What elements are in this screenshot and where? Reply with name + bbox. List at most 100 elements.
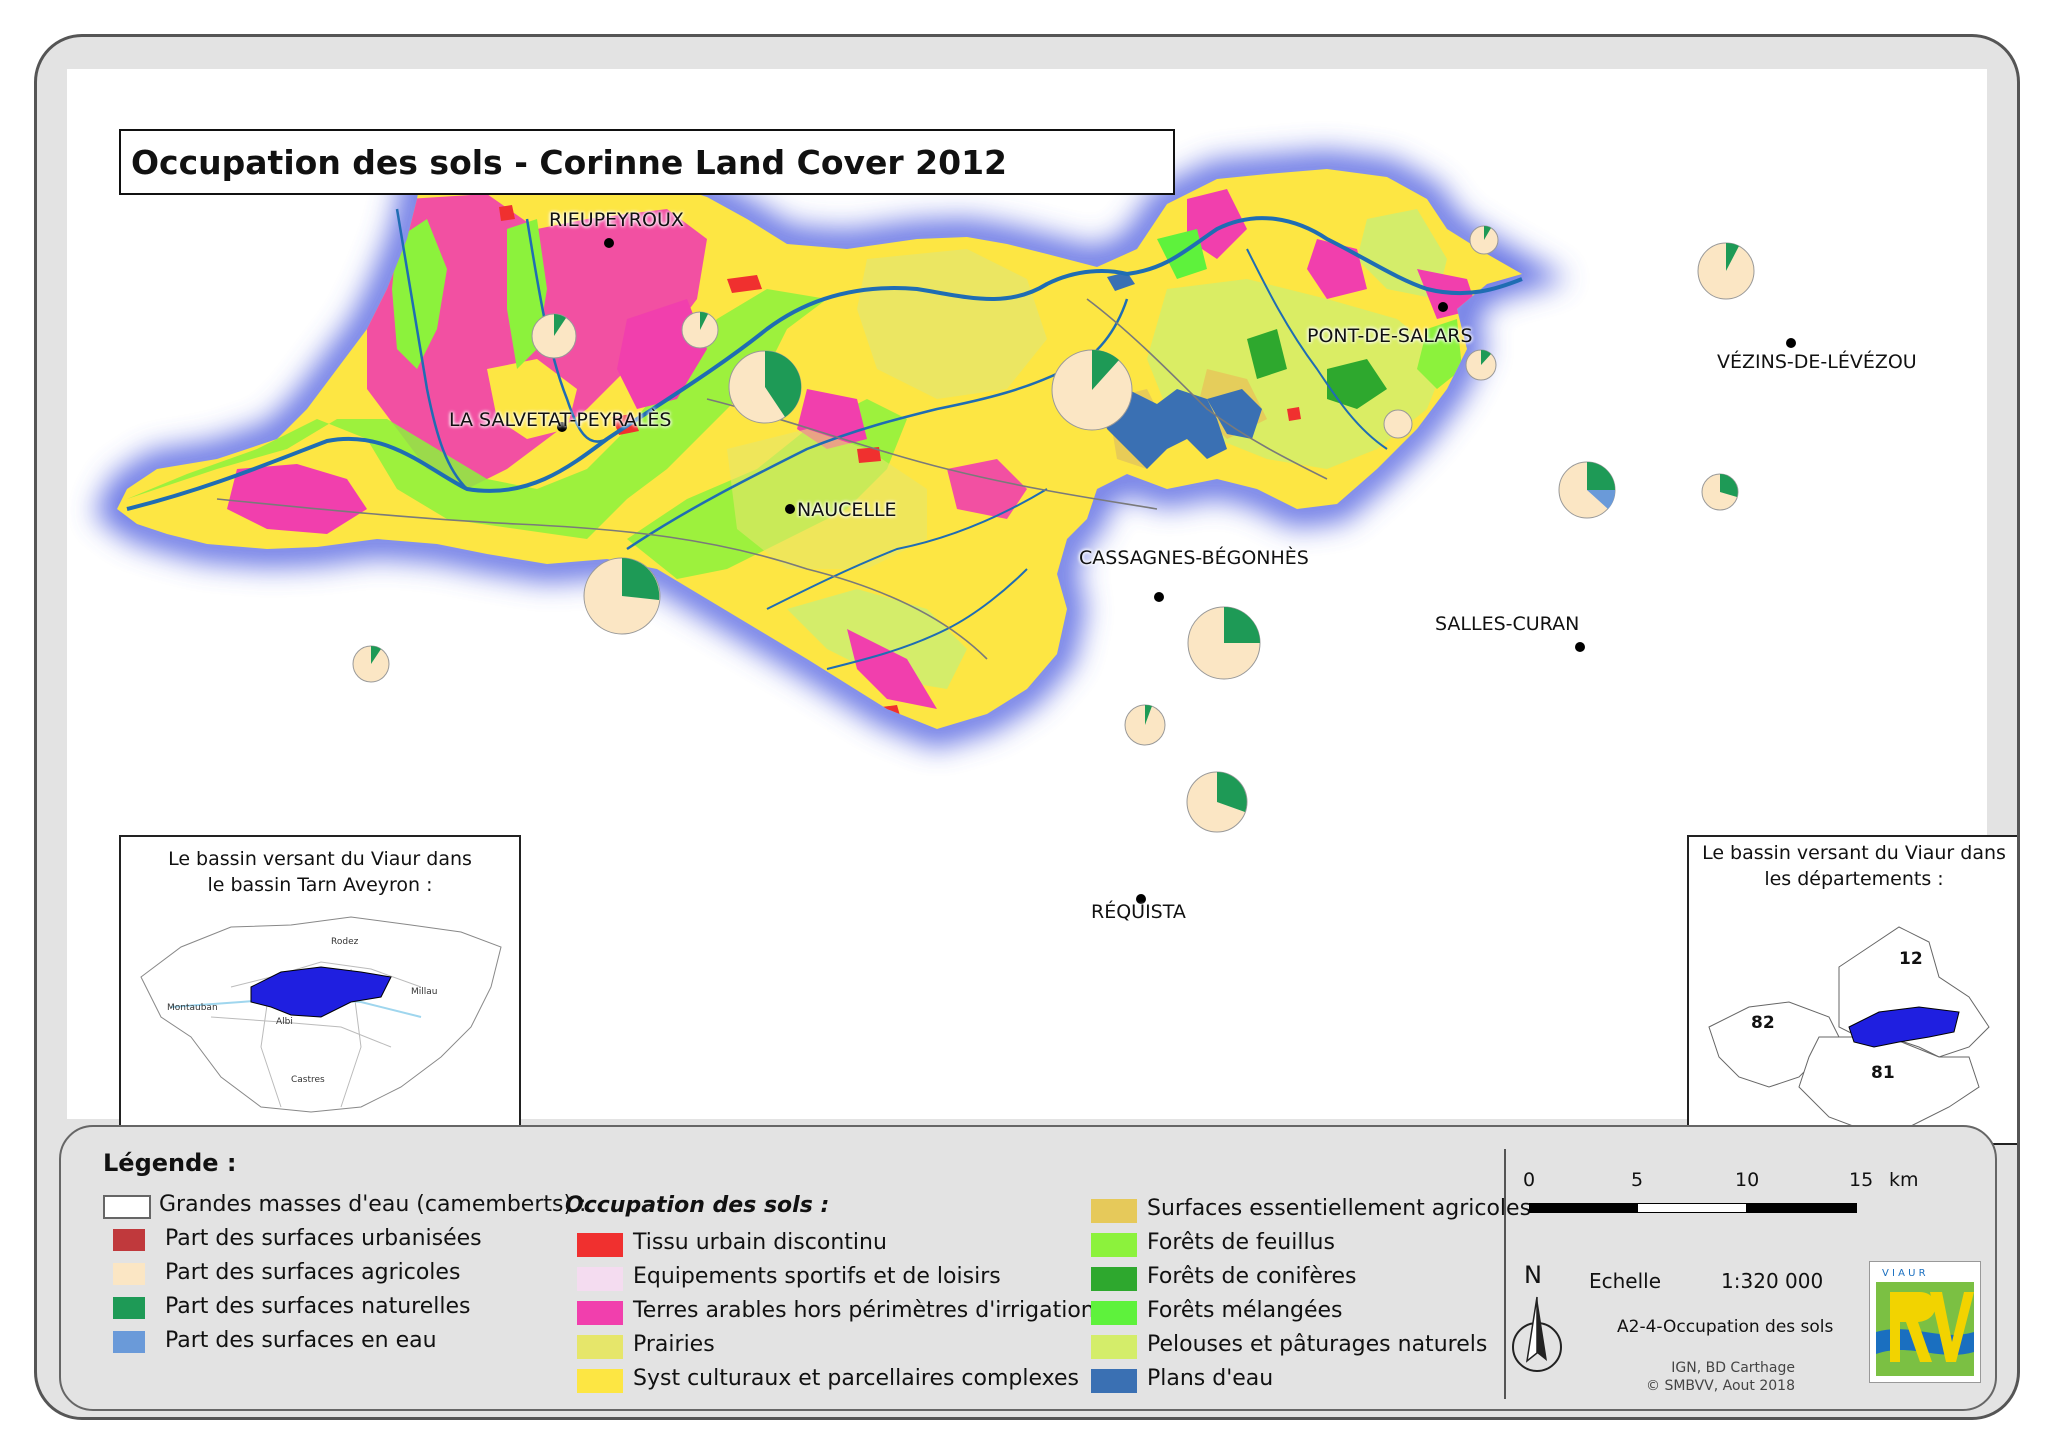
legend-swatch (577, 1369, 623, 1393)
legend-title: Légende : (103, 1149, 237, 1177)
inset-left-title-1: Le bassin versant du Viaur dans (168, 848, 472, 870)
legend-label: Prairies (633, 1332, 715, 1357)
inset-tarn-aveyron: Le bassin versant du Viaur dans le bassi… (119, 835, 521, 1145)
dept-label-82: 82 (1751, 1013, 1775, 1033)
legend-swatch (577, 1233, 623, 1257)
road-c (1086, 298, 1328, 480)
legend-label: Syst culturaux et parcellaires complexes (633, 1366, 1079, 1391)
legend-label: Part des surfaces urbanisées (165, 1226, 482, 1251)
inset-right-title-2: les départements : (1764, 868, 1944, 890)
legend-swatch (1091, 1369, 1137, 1393)
scale-tick-0: 0 (1523, 1169, 1536, 1191)
inset-right-map (1708, 926, 1990, 1133)
pie-chart (1186, 771, 1248, 833)
legend-swatch (577, 1267, 623, 1291)
scale-bar (1529, 1203, 1857, 1213)
road-a (216, 498, 988, 660)
town-label-vezins-de-levezou: VÉZINS-DE-LÉVÉZOU (1717, 351, 1917, 373)
urban-east (1287, 407, 1301, 421)
pie-chart (583, 557, 661, 635)
map-area: Occupation des sols - Corinne Land Cover… (67, 69, 2017, 1145)
tributary-e (826, 568, 1028, 670)
legend-swatch (1091, 1199, 1137, 1223)
pie-chart (728, 350, 802, 424)
credits-line-1: IGN, BD Carthage (1671, 1360, 1795, 1376)
scale-info: Echelle 1:320 000 (1589, 1269, 1823, 1293)
legend-label: Forêts de conifères (1147, 1264, 1357, 1289)
inset-departements: Le bassin versant du Viaur dans les dépa… (1687, 835, 2017, 1145)
legend-swatch (577, 1335, 623, 1359)
pie-charts (352, 225, 1755, 833)
legend-label: Tissu urbain discontinu (633, 1230, 887, 1255)
scale-echelle-label: Echelle (1589, 1269, 1662, 1293)
urban-patch-a (727, 275, 762, 293)
town-label-salles-curan: SALLES-CURAN (1435, 613, 1580, 635)
viaur-logo-graphic: V I A U R (1876, 1268, 1974, 1376)
pie-chart (531, 313, 577, 359)
crop-zone-a (487, 359, 577, 439)
scale-unit: km (1889, 1169, 1919, 1191)
dept-label-81: 81 (1871, 1063, 1895, 1083)
viaur-river (126, 216, 1523, 511)
legend-separator (1504, 1149, 1506, 1399)
conifer-east-b (1247, 329, 1287, 379)
legend-swatch (577, 1301, 623, 1325)
pie-chart (1558, 461, 1616, 519)
legend-swatch (1091, 1233, 1137, 1257)
legend-swatch (113, 1263, 145, 1285)
legend-label: Part des surfaces naturelles (165, 1294, 471, 1319)
inset-label-albi: Albi (276, 1017, 293, 1027)
north-arrow-icon (1512, 1296, 1562, 1372)
legend-label: Surfaces essentiellement agricoles (1147, 1196, 1532, 1221)
legend-occupation-header: Occupation des sols : (565, 1193, 830, 1218)
pie-chart (1187, 606, 1261, 680)
inset-label-castres: Castres (291, 1075, 325, 1085)
pie-chart (1465, 349, 1497, 381)
legend-swatch (113, 1331, 145, 1353)
town-label-pont-de-salars: PONT-DE-SALARS (1307, 325, 1473, 347)
forest-east (1417, 319, 1462, 389)
conifer-east-a (1327, 359, 1387, 409)
town-label-requista: RÉQUISTA (1091, 901, 1186, 923)
legend-swatch (1091, 1335, 1137, 1359)
inset-label-montauban: Montauban (167, 1003, 218, 1013)
pie-chart (681, 311, 719, 349)
urban-rieupeyroux (499, 205, 515, 221)
lake-east (1207, 389, 1262, 439)
pie-chart (352, 645, 390, 683)
legend-label: Grandes masses d'eau (camemberts) : (159, 1192, 587, 1217)
legend-swatch (113, 1297, 145, 1319)
town-markers (557, 238, 1796, 904)
map-title-box: Occupation des sols - Corinne Land Cover… (119, 129, 1175, 195)
inset-label-rodez: Rodez (331, 937, 359, 947)
scale-ratio: 1:320 000 (1721, 1269, 1824, 1293)
town-label-la-salvetat-peyrales: LA SALVETAT-PEYRALÈS (449, 409, 672, 431)
tributary-f (1246, 248, 1388, 450)
town-label-naucelle: NAUCELLE (797, 499, 897, 521)
legend-swatch (103, 1195, 151, 1219)
legend-label: Forêts de feuillus (1147, 1230, 1335, 1255)
pie-chart (1697, 242, 1755, 300)
pie-chart (1469, 225, 1499, 255)
map-frame: Occupation des sols - Corinne Land Cover… (34, 34, 2020, 1420)
inset-left-map (140, 916, 502, 1113)
legend-swatch (1091, 1267, 1137, 1291)
scale-tick-15: 15 (1849, 1169, 1874, 1191)
legend-label: Forêts mélangées (1147, 1298, 1343, 1323)
legend-label: Part des surfaces en eau (165, 1328, 437, 1353)
urban-cassagnes (857, 447, 881, 463)
forest-belt-west (127, 289, 827, 539)
lake-pareloup (1097, 389, 1227, 469)
pie-chart (1051, 349, 1133, 431)
town-label-cassagnes-begonhes: CASSAGNES-BÉGONHÈS (1079, 547, 1309, 569)
dept-label-12: 12 (1899, 949, 1923, 969)
arable-zone-southwest (227, 464, 367, 534)
town-label-rieupeyroux: RIEUPEYROUX (549, 209, 684, 231)
inset-right-title-1: Le bassin versant du Viaur dans (1702, 842, 2006, 864)
pie-chart (1124, 704, 1166, 746)
lake-pont-de-salars (1107, 272, 1135, 291)
legend-label: Pelouses et pâturages naturels (1147, 1332, 1488, 1357)
tributary-b (525, 218, 608, 443)
pie-chart (1701, 473, 1739, 511)
pie-chart (1383, 409, 1413, 439)
